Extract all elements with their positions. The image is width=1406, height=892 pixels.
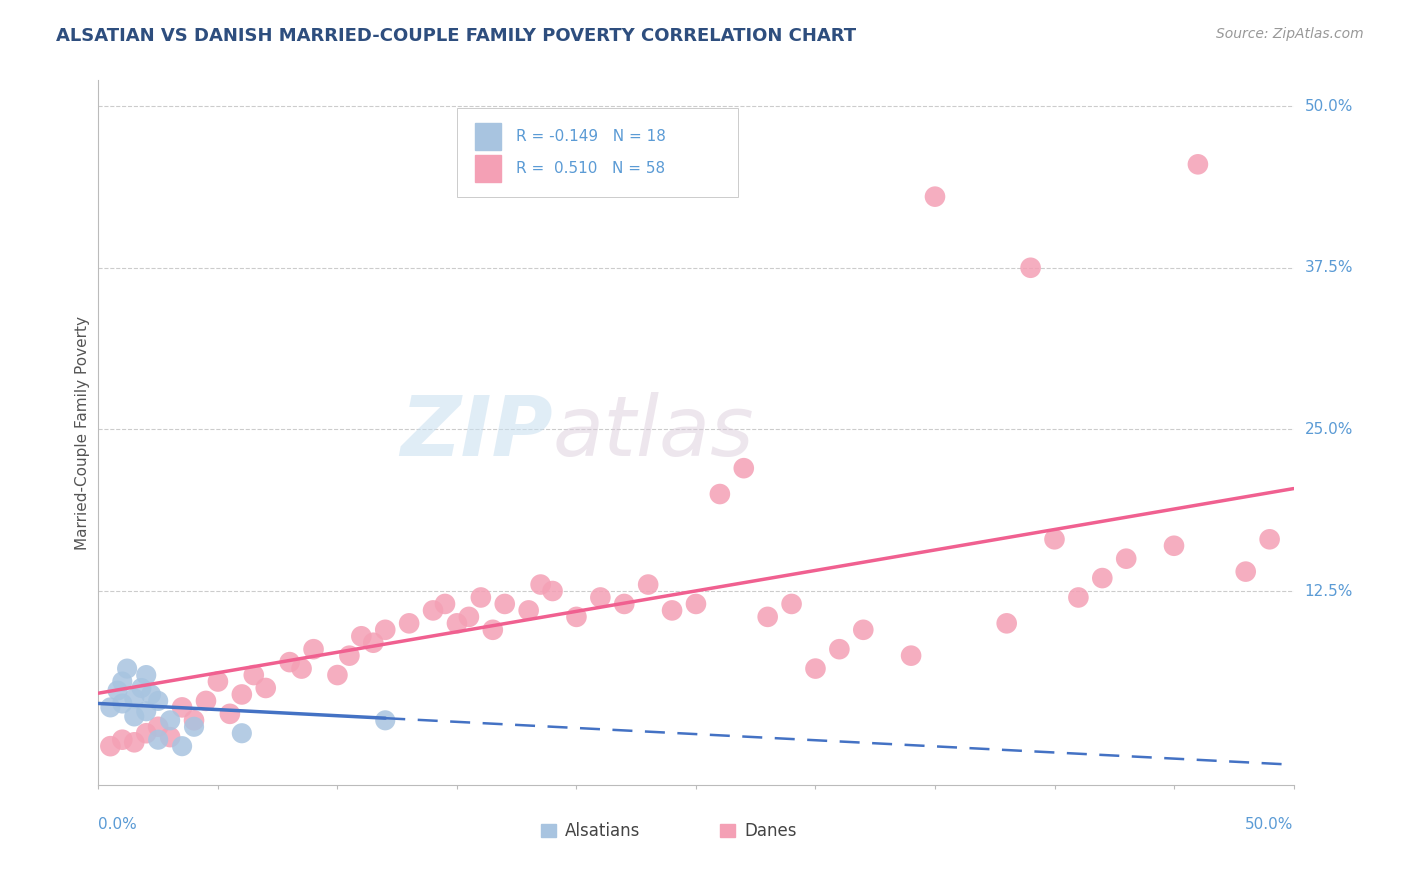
Point bbox=[159, 714, 181, 728]
Point bbox=[1234, 565, 1257, 579]
Point bbox=[924, 189, 946, 203]
Point bbox=[291, 662, 314, 676]
Text: ZIP: ZIP bbox=[399, 392, 553, 473]
Point bbox=[1187, 157, 1209, 171]
Point bbox=[434, 597, 457, 611]
Point bbox=[398, 616, 420, 631]
Point bbox=[254, 681, 277, 695]
Point bbox=[135, 726, 157, 740]
Point bbox=[541, 584, 564, 599]
Text: R =  0.510   N = 58: R = 0.510 N = 58 bbox=[516, 161, 665, 176]
Point bbox=[494, 597, 516, 611]
Point bbox=[148, 732, 170, 747]
Point bbox=[124, 735, 146, 749]
Point bbox=[613, 597, 636, 611]
Text: 25.0%: 25.0% bbox=[1305, 422, 1353, 437]
Point bbox=[107, 683, 129, 698]
Point bbox=[139, 688, 162, 702]
Point bbox=[326, 668, 349, 682]
Point bbox=[148, 694, 170, 708]
Point bbox=[1258, 533, 1281, 547]
Point bbox=[111, 697, 134, 711]
Point bbox=[1115, 551, 1137, 566]
Point bbox=[852, 623, 875, 637]
Point bbox=[1067, 591, 1090, 605]
Text: 12.5%: 12.5% bbox=[1305, 583, 1353, 599]
Point bbox=[183, 714, 205, 728]
Point bbox=[565, 610, 588, 624]
Bar bbox=[541, 824, 555, 837]
Point bbox=[422, 603, 444, 617]
Point bbox=[148, 720, 170, 734]
Point bbox=[374, 623, 396, 637]
Point bbox=[828, 642, 851, 657]
Point bbox=[685, 597, 707, 611]
Point bbox=[733, 461, 755, 475]
Point bbox=[302, 642, 325, 657]
Point bbox=[115, 662, 138, 676]
Point bbox=[458, 610, 481, 624]
Point bbox=[446, 616, 468, 631]
Point bbox=[207, 674, 229, 689]
Point bbox=[124, 691, 146, 706]
Text: 50.0%: 50.0% bbox=[1305, 99, 1353, 113]
Bar bbox=[475, 155, 501, 182]
Point bbox=[231, 688, 253, 702]
Point bbox=[530, 577, 553, 591]
Point bbox=[172, 700, 194, 714]
Point bbox=[481, 623, 505, 637]
Text: 37.5%: 37.5% bbox=[1305, 260, 1353, 276]
Point bbox=[517, 603, 540, 617]
Point bbox=[183, 720, 205, 734]
Point bbox=[339, 648, 361, 663]
Text: 50.0%: 50.0% bbox=[1246, 817, 1294, 831]
Text: Source: ZipAtlas.com: Source: ZipAtlas.com bbox=[1216, 27, 1364, 41]
Point bbox=[804, 662, 827, 676]
Point bbox=[98, 739, 122, 754]
Text: ALSATIAN VS DANISH MARRIED-COUPLE FAMILY POVERTY CORRELATION CHART: ALSATIAN VS DANISH MARRIED-COUPLE FAMILY… bbox=[56, 27, 856, 45]
Point bbox=[780, 597, 803, 611]
Point bbox=[135, 704, 157, 718]
Text: R = -0.149   N = 18: R = -0.149 N = 18 bbox=[516, 129, 665, 145]
Point bbox=[1019, 260, 1042, 275]
Point bbox=[124, 709, 146, 723]
Point bbox=[219, 706, 242, 721]
Point bbox=[589, 591, 612, 605]
Text: Alsatians: Alsatians bbox=[565, 822, 641, 839]
Point bbox=[995, 616, 1018, 631]
Point bbox=[111, 674, 134, 689]
Point bbox=[661, 603, 683, 617]
Point bbox=[135, 668, 157, 682]
Point bbox=[1163, 539, 1185, 553]
Point bbox=[159, 730, 181, 744]
Point bbox=[637, 577, 659, 591]
Y-axis label: Married-Couple Family Poverty: Married-Couple Family Poverty bbox=[75, 316, 90, 549]
Point bbox=[278, 655, 301, 669]
Point bbox=[709, 487, 731, 501]
Text: atlas: atlas bbox=[553, 392, 754, 473]
Text: Danes: Danes bbox=[745, 822, 797, 839]
Point bbox=[363, 636, 385, 650]
Point bbox=[172, 739, 194, 754]
Point bbox=[1091, 571, 1114, 585]
Point bbox=[243, 668, 266, 682]
Point bbox=[111, 732, 134, 747]
Point bbox=[98, 700, 122, 714]
Bar bbox=[475, 123, 501, 150]
Point bbox=[231, 726, 253, 740]
Point bbox=[1043, 533, 1066, 547]
Point bbox=[374, 714, 396, 728]
Bar bbox=[720, 824, 735, 837]
FancyBboxPatch shape bbox=[457, 109, 738, 196]
Point bbox=[131, 681, 153, 695]
Point bbox=[350, 629, 373, 643]
Point bbox=[756, 610, 779, 624]
Point bbox=[470, 591, 492, 605]
Point bbox=[900, 648, 922, 663]
Text: 0.0%: 0.0% bbox=[98, 817, 138, 831]
Point bbox=[195, 694, 218, 708]
